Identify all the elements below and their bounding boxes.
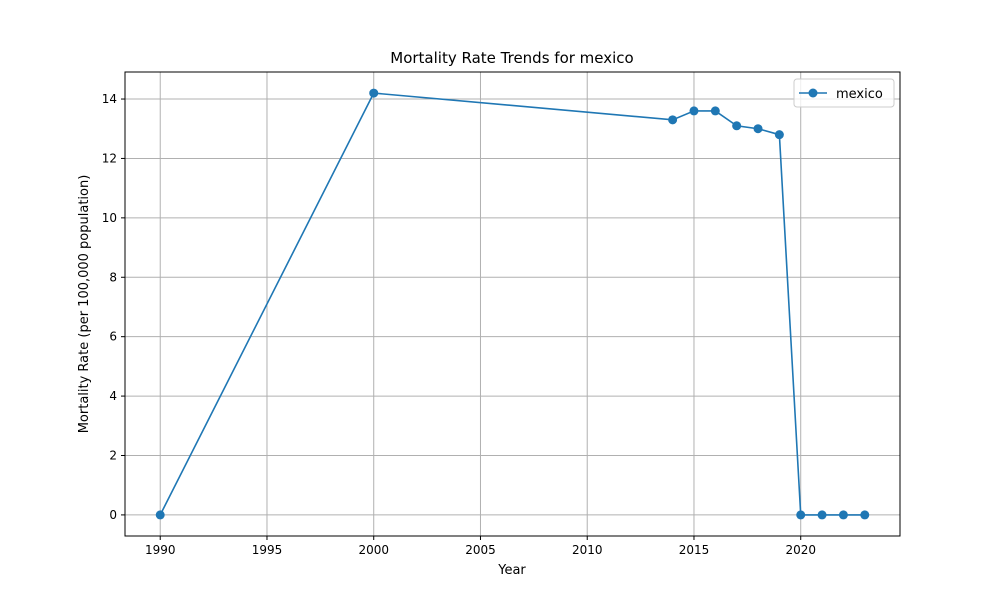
data-point bbox=[796, 510, 806, 520]
x-tick-label: 2005 bbox=[465, 543, 496, 557]
x-tick-label: 2020 bbox=[785, 543, 816, 557]
data-point bbox=[689, 106, 699, 116]
data-point bbox=[838, 510, 848, 520]
x-tick-label: 2015 bbox=[679, 543, 710, 557]
data-point bbox=[369, 88, 379, 98]
y-tick-label: 4 bbox=[109, 389, 117, 403]
data-point bbox=[155, 510, 165, 520]
legend-box bbox=[793, 78, 895, 108]
series-layer bbox=[155, 88, 870, 520]
x-tick-label: 1990 bbox=[145, 543, 176, 557]
legend: mexico bbox=[793, 78, 895, 108]
y-tick-label: 8 bbox=[109, 270, 117, 284]
chart-title: Mortality Rate Trends for mexico bbox=[390, 49, 633, 67]
data-point bbox=[668, 115, 678, 125]
data-point bbox=[710, 106, 720, 116]
x-tick-label: 2000 bbox=[358, 543, 389, 557]
y-tick-label: 0 bbox=[109, 508, 117, 522]
x-axis-label: Year bbox=[497, 563, 526, 578]
data-point bbox=[774, 130, 784, 140]
data-point bbox=[817, 510, 827, 520]
x-tick-label: 2010 bbox=[572, 543, 603, 557]
y-tick-label: 14 bbox=[102, 92, 117, 106]
data-point bbox=[732, 121, 742, 131]
data-point bbox=[753, 124, 763, 134]
data-point bbox=[860, 510, 870, 520]
y-axis: 0 2 4 6 8 10 12 14 bbox=[102, 92, 125, 522]
series-line-mexico bbox=[159, 92, 865, 516]
x-tick-label: 1995 bbox=[252, 543, 283, 557]
legend-marker bbox=[808, 88, 818, 98]
y-axis-label: Mortality Rate (per 100,000 population) bbox=[77, 175, 92, 434]
y-tick-label: 6 bbox=[109, 330, 117, 344]
x-axis: 1990 1995 2000 2005 2010 2015 2020 bbox=[145, 536, 816, 557]
y-tick-label: 10 bbox=[102, 211, 117, 225]
y-tick-label: 12 bbox=[102, 151, 117, 165]
grid-lines bbox=[125, 72, 900, 536]
legend-label: mexico bbox=[836, 87, 883, 102]
y-tick-label: 2 bbox=[109, 448, 117, 462]
plot-frame bbox=[124, 71, 901, 537]
